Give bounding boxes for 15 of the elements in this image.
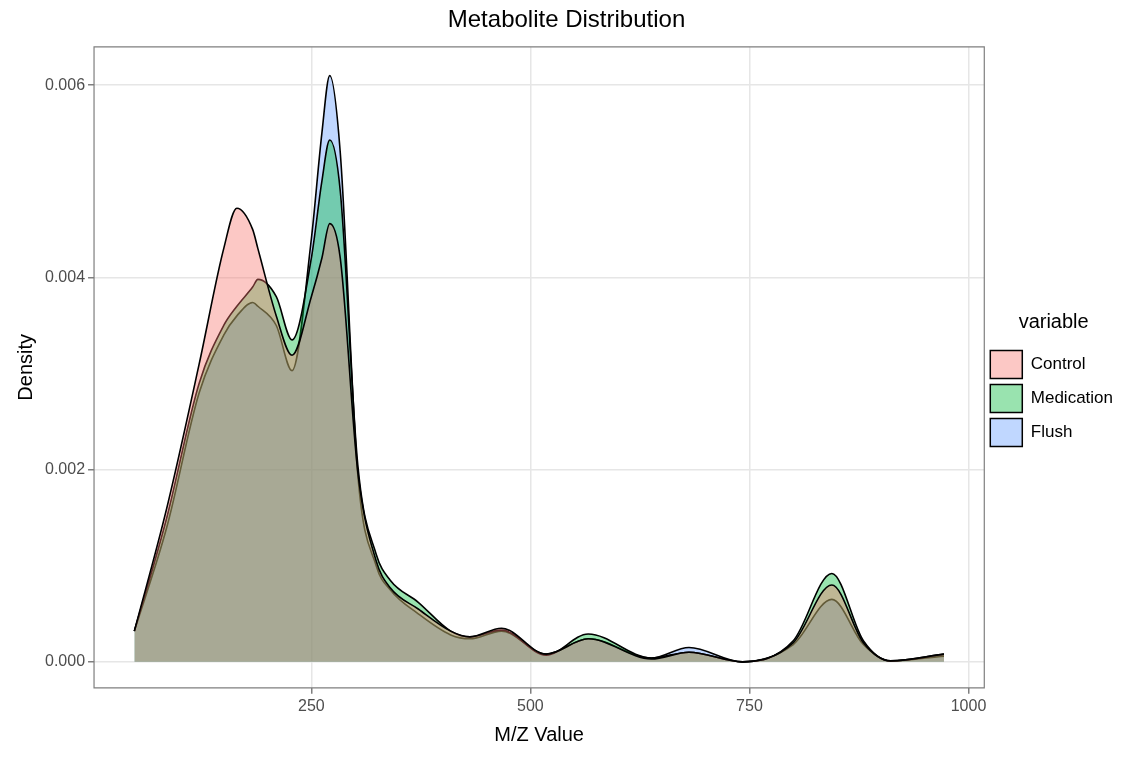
chart-title: Metabolite Distribution [447,5,686,33]
y-tick-label: 0.004 [44,267,86,285]
legend-label: Control [1030,354,1086,374]
y-tick-label: 0.002 [44,460,86,478]
x-tick-label: 250 [297,696,325,714]
legend-label: Medication [1030,388,1114,408]
x-tick-label: 1000 [950,696,987,714]
x-tick-label: 750 [736,696,763,714]
x-tick-label: 500 [517,696,544,714]
y-axis-title: Density [13,333,36,401]
x-axis-title: M/Z Value [494,722,584,745]
y-tick-label: 0.000 [44,652,86,670]
legend-label: Flush [1030,422,1073,442]
y-tick-label: 0.006 [44,75,86,93]
legend-title: variable [1018,310,1089,333]
